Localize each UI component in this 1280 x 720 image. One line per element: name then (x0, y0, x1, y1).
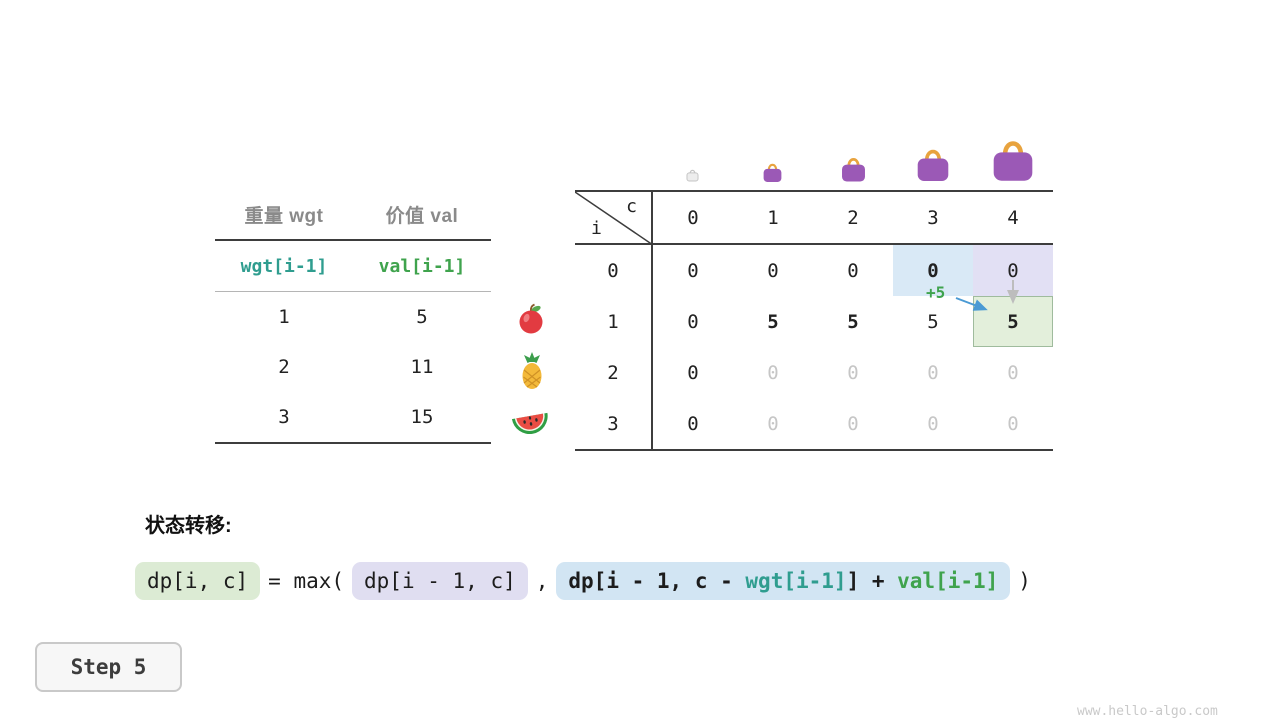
item-2-weight: 2 (278, 356, 290, 378)
items-table: 重量 wgt 价值 val wgt[i-1] val[i-1] 1 5 2 11… (215, 190, 491, 444)
dp-cell-r1-c4: 5 (973, 296, 1053, 347)
watermelon-icon (510, 406, 550, 440)
dp-cell-r1-c1: 5 (767, 310, 779, 333)
corner-diagonal-line (575, 192, 653, 245)
dp-col-header-4: 4 (973, 192, 1053, 245)
dp-col-header-2: 2 (813, 192, 893, 245)
equals-max-text: = max( (268, 569, 345, 593)
dp-cell-r3-c3: 0 (927, 412, 939, 435)
item-1-weight: 1 (278, 306, 290, 328)
item-2-value: 11 (410, 356, 434, 378)
take-term-val: val[i-1] (897, 569, 999, 593)
dp-cell-r0-c1: 0 (767, 259, 779, 282)
dp-cell-r1-c0: 0 (687, 310, 699, 333)
wgt-var-cell: wgt[i-1] (240, 255, 328, 277)
weight-column-header: 重量 wgt (244, 206, 324, 227)
dp-cell-r2-c1: 0 (767, 361, 779, 384)
dp-cell-r0-c3: 0 (893, 245, 973, 296)
item-3-weight: 3 (278, 406, 290, 428)
dp-cell-r3-c2: 0 (847, 412, 859, 435)
state-transition-title: 状态转移: (145, 515, 232, 537)
val-var-cell: val[i-1] (378, 255, 466, 277)
divider (215, 442, 491, 444)
dp-cell-r2-c2: 0 (847, 361, 859, 384)
bag-capacity-0-icon (686, 167, 699, 186)
dp-cell-r0-c4: 0 (973, 245, 1053, 296)
dp-cell-r0-c0: 0 (687, 259, 699, 282)
dp-cell-r2-c4: 0 (1007, 361, 1019, 384)
take-term-prefix: dp[i - 1, c - (568, 569, 746, 593)
watermark: www.hello-algo.com (1077, 704, 1218, 719)
item-3-value: 15 (410, 406, 434, 428)
dp-current-term: dp[i, c] (135, 562, 261, 600)
bag-capacity-2-icon (840, 153, 867, 187)
dp-cell-r3-c4: 0 (1007, 412, 1019, 435)
apple-icon (516, 303, 546, 339)
plus-five-annotation: +5 (926, 283, 946, 302)
dp-row-header-3: 3 (575, 398, 653, 449)
corner-row-label: i (591, 218, 602, 239)
state-transition-formula: dp[i, c] = max( dp[i - 1, c] , dp[i - 1,… (135, 560, 1039, 602)
items-table-header: 重量 wgt 价值 val (215, 190, 491, 239)
divider (215, 239, 491, 241)
comma-text: , (535, 569, 549, 593)
item-row-2: 2 11 (215, 342, 491, 392)
dp-cell-r1-c3: 5 (927, 310, 939, 333)
item-row-1: 1 5 (215, 292, 491, 342)
dp-take-term: dp[i - 1, c - wgt[i-1]] + val[i-1] (556, 562, 1011, 600)
pineapple-icon (517, 352, 547, 394)
bag-capacity-3-icon (915, 143, 951, 187)
dp-col-header-0: 0 (653, 192, 733, 245)
dp-cell-r3-c0: 0 (687, 412, 699, 435)
dp-corner-cell: c i (575, 192, 653, 245)
dp-cell-r3-c1: 0 (767, 412, 779, 435)
value-column-header: 价值 val (385, 206, 459, 227)
dp-col-header-1: 1 (733, 192, 813, 245)
bag-capacity-4-icon (990, 133, 1036, 187)
item-1-value: 5 (416, 306, 428, 328)
item-row-3: 3 15 (215, 392, 491, 442)
bag-capacity-1-icon (762, 160, 783, 187)
dp-row-header-0: 0 (575, 245, 653, 296)
divider (215, 291, 491, 292)
take-term-mid: ] + (846, 569, 898, 593)
items-table-var-row: wgt[i-1] val[i-1] (215, 241, 491, 291)
dp-table: c i 0 1 2 3 4 0 0 0 0 0 0 1 0 5 5 5 5 2 … (575, 190, 1053, 451)
close-paren-text: ) (1018, 569, 1031, 593)
dp-col-header-3: 3 (893, 192, 973, 245)
dp-cell-r2-c0: 0 (687, 361, 699, 384)
step-indicator: Step 5 (35, 642, 182, 692)
take-term-wgt: wgt[i-1] (745, 569, 847, 593)
dp-row-header-1: 1 (575, 296, 653, 347)
dp-cell-r2-c3: 0 (927, 361, 939, 384)
dp-cell-r0-c2: 0 (847, 259, 859, 282)
corner-col-label: c (626, 196, 637, 217)
dp-skip-term: dp[i - 1, c] (352, 562, 528, 600)
dp-cell-r1-c2: 5 (847, 310, 859, 333)
dp-row-header-2: 2 (575, 347, 653, 398)
